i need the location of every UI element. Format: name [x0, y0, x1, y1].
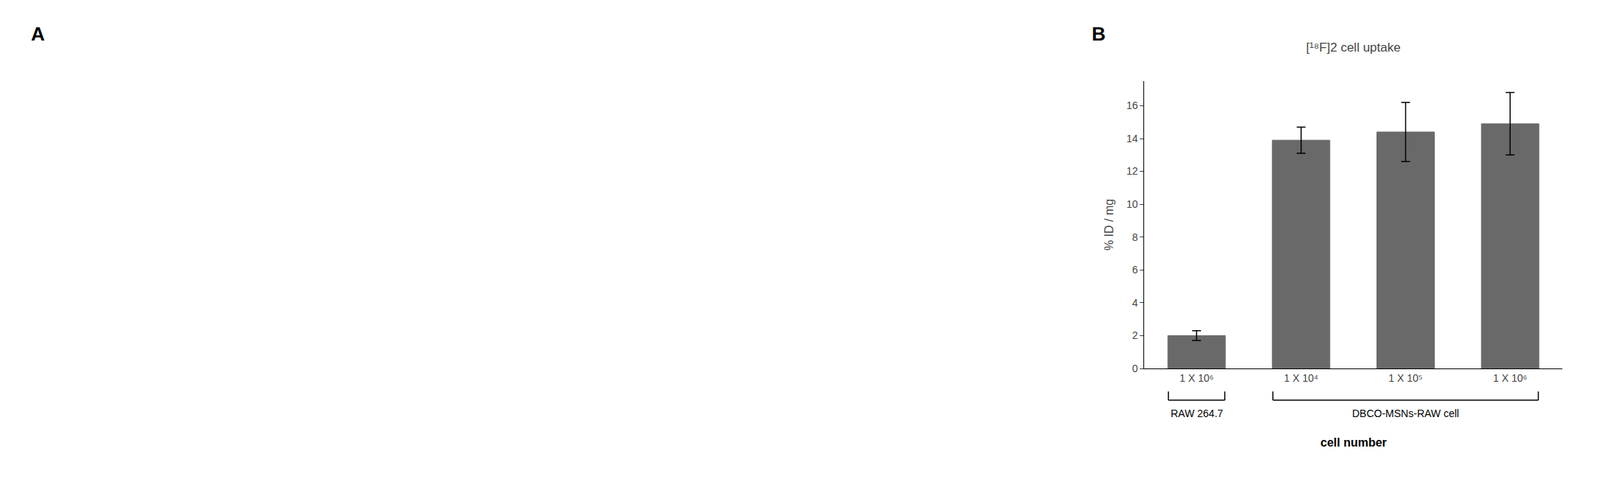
svg-text:cell number: cell number: [1320, 436, 1387, 450]
svg-text:1 X 10⁶: 1 X 10⁶: [1493, 372, 1527, 385]
svg-text:DBCO-MSNs-RAW cell: DBCO-MSNs-RAW cell: [1352, 407, 1460, 420]
svg-text:12: 12: [1126, 165, 1139, 178]
svg-text:A: A: [30, 22, 45, 45]
svg-text:14: 14: [1126, 132, 1139, 145]
svg-text:RAW 264.7: RAW 264.7: [1170, 407, 1224, 420]
svg-text:B: B: [1091, 22, 1106, 45]
svg-text:% ID / mg: % ID / mg: [1102, 199, 1116, 251]
svg-text:1 X 10⁵: 1 X 10⁵: [1388, 372, 1423, 385]
svg-text:1 X 10⁶: 1 X 10⁶: [1179, 372, 1214, 385]
svg-text:6: 6: [1132, 264, 1139, 276]
svg-text:[¹⁸F]2 cell uptake: [¹⁸F]2 cell uptake: [1306, 40, 1401, 55]
svg-text:2: 2: [1132, 329, 1139, 342]
svg-text:4: 4: [1132, 297, 1139, 310]
svg-text:0: 0: [1132, 362, 1139, 375]
svg-text:10: 10: [1126, 198, 1139, 211]
svg-text:8: 8: [1132, 231, 1139, 244]
svg-text:16: 16: [1126, 99, 1139, 112]
svg-text:1 X 10⁴: 1 X 10⁴: [1284, 372, 1319, 385]
